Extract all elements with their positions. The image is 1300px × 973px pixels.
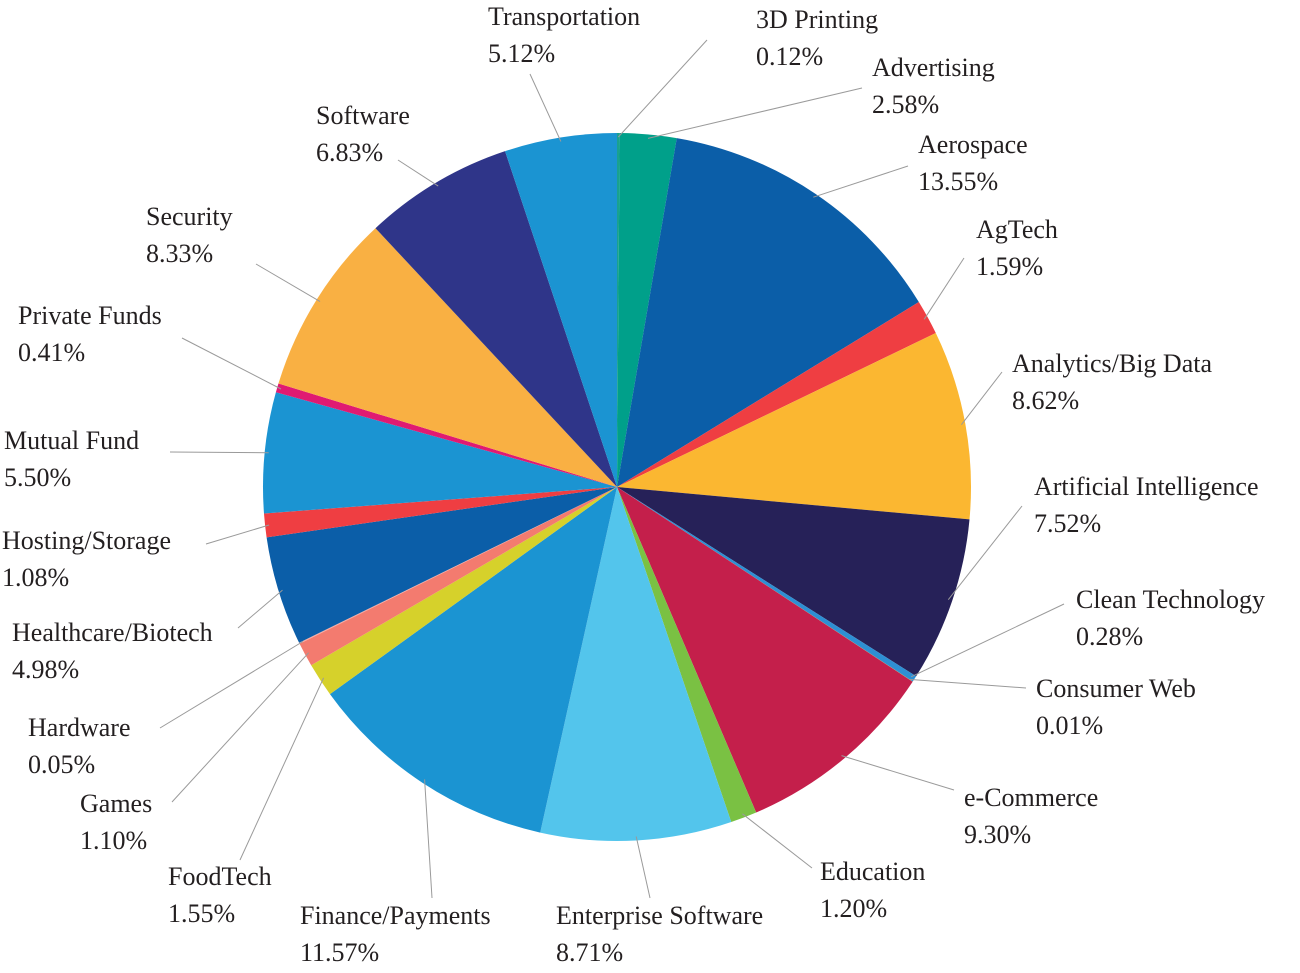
leader-line-agtech [923, 257, 965, 320]
pie-slices [263, 133, 971, 842]
leader-line-e-commerce [841, 755, 955, 791]
slice-percent-transportation: 5.12% [488, 39, 555, 68]
slice-label-enterprise-software: Enterprise Software [556, 901, 763, 930]
slice-percent-clean-technology: 0.28% [1076, 622, 1143, 651]
slice-percent-hosting-storage: 1.08% [2, 563, 69, 592]
slice-3d-printing [617, 133, 620, 487]
slice-percent-agtech: 1.59% [976, 252, 1043, 281]
slice-percent-consumer-web: 0.01% [1036, 711, 1103, 740]
slice-label-software: Software [316, 101, 410, 130]
slice-percent-security: 8.33% [146, 239, 213, 268]
slice-label-healthcare-biotech: Healthcare/Biotech [12, 618, 213, 647]
slice-labels: 3D Printing 0.12% Advertising 2.58% Aerospac… [2, 2, 1265, 967]
slice-label-analytics-big-data: Analytics/Big Data [1012, 349, 1212, 378]
slice-label-private-funds: Private Funds [18, 301, 162, 330]
slice-clean-technology [617, 487, 917, 682]
leader-line-3d-printing [617, 39, 708, 138]
slice-percent-finance-payments: 11.57% [300, 938, 379, 967]
slice-percent-3d-printing: 0.12% [756, 42, 823, 71]
slice-label-agtech: AgTech [976, 215, 1058, 244]
slice-mutual-fund [263, 392, 617, 514]
leader-line-healthcare-biotech [237, 589, 283, 629]
slice-security [278, 228, 617, 487]
leader-line-hardware [159, 641, 304, 729]
slice-e-commerce [617, 487, 913, 813]
slice-hardware [299, 487, 617, 644]
slice-label-transportation: Transportation [488, 2, 640, 31]
slice-agtech [617, 302, 936, 487]
leader-line-software [397, 159, 439, 187]
slice-percent-aerospace: 13.55% [918, 167, 998, 196]
slice-label-e-commerce: e-Commerce [964, 783, 1098, 812]
slice-percent-education: 1.20% [820, 894, 887, 923]
leader-line-consumer-web [909, 678, 1027, 689]
leader-line-finance-payments [424, 779, 433, 899]
slice-percent-foodtech: 1.55% [168, 899, 235, 928]
slice-foodtech [311, 487, 617, 695]
slice-label-mutual-fund: Mutual Fund [4, 426, 139, 455]
leader-line-education [742, 813, 813, 869]
slice-transportation [505, 133, 617, 487]
leader-line-aerospace [813, 165, 909, 198]
leader-line-mutual-fund [169, 451, 269, 454]
slice-consumer-web [617, 487, 913, 682]
leader-line-transportation [529, 73, 562, 142]
slice-percent-healthcare-biotech: 4.98% [12, 655, 79, 684]
slice-label-games: Games [80, 789, 152, 818]
slice-hosting-storage [263, 487, 617, 538]
leader-lines [159, 39, 1065, 899]
leader-line-hosting-storage [205, 524, 270, 545]
slice-label-education: Education [820, 857, 925, 886]
slice-percent-analytics-big-data: 8.62% [1012, 386, 1079, 415]
slice-enterprise-software [540, 487, 732, 842]
slice-percent-mutual-fund: 5.50% [4, 463, 71, 492]
slice-label-hardware: Hardware [28, 713, 131, 742]
slice-percent-e-commerce: 9.30% [964, 820, 1031, 849]
leader-line-games [171, 652, 310, 803]
slice-label-clean-technology: Clean Technology [1076, 585, 1265, 614]
leader-line-analytics-big-data [961, 371, 1003, 426]
slice-percent-advertising: 2.58% [872, 90, 939, 119]
slice-percent-artificial-intelligence: 7.52% [1034, 509, 1101, 538]
slice-label-hosting-storage: Hosting/Storage [2, 526, 171, 555]
slice-healthcare-biotech [266, 487, 617, 643]
slice-label-advertising: Advertising [872, 53, 995, 82]
slice-private-funds [275, 383, 617, 487]
leader-line-foodtech [239, 677, 325, 861]
leader-line-private-funds [181, 337, 282, 390]
slice-percent-games: 1.10% [80, 826, 147, 855]
leader-line-security [255, 263, 321, 303]
slice-games [299, 487, 617, 666]
slice-percent-private-funds: 0.41% [18, 338, 85, 367]
slice-percent-enterprise-software: 8.71% [556, 938, 623, 967]
slice-label-consumer-web: Consumer Web [1036, 674, 1196, 703]
slice-label-artificial-intelligence: Artificial Intelligence [1034, 472, 1259, 501]
leader-line-artificial-intelligence [947, 505, 1023, 601]
leader-line-clean-technology [910, 603, 1065, 678]
slice-education [617, 487, 757, 823]
slice-label-foodtech: FoodTech [168, 862, 272, 891]
slice-percent-hardware: 0.05% [28, 750, 95, 779]
slice-aerospace [617, 138, 919, 487]
slice-label-3d-printing: 3D Printing [756, 5, 878, 34]
slice-software [375, 151, 617, 487]
slice-advertising [617, 133, 677, 487]
leader-line-enterprise-software [635, 836, 651, 899]
leader-line-advertising [647, 87, 863, 139]
slice-finance-payments [329, 487, 617, 833]
slice-label-finance-payments: Finance/Payments [300, 901, 491, 930]
slice-artificial-intelligence [617, 487, 970, 677]
slice-label-security: Security [146, 202, 233, 231]
slice-percent-software: 6.83% [316, 138, 383, 167]
slice-analytics-big-data [617, 333, 971, 520]
slice-label-aerospace: Aerospace [918, 130, 1028, 159]
